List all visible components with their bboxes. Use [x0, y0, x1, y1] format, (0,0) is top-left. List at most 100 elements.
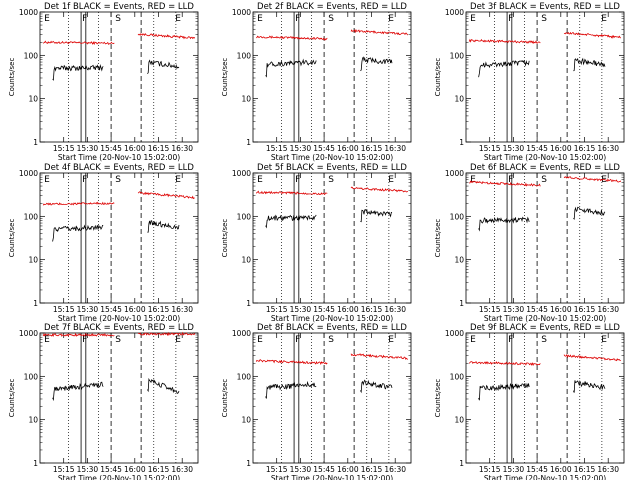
lld-series-line — [350, 353, 408, 360]
lld-series-line — [255, 190, 328, 196]
x-tick-label: 15:45 — [526, 144, 548, 153]
events-series-line — [265, 58, 317, 78]
events-series-line — [265, 380, 317, 399]
lld-series-line — [468, 361, 541, 367]
marker-label: F — [295, 335, 300, 345]
panel-title: Det 9f BLACK = Events, RED = LLD — [470, 323, 620, 333]
lld-series-line — [42, 40, 115, 46]
x-tick-label: 16:00 — [337, 305, 359, 314]
y-tick-label: 10 — [241, 256, 251, 265]
marker-label: E — [470, 175, 476, 185]
events-series-line — [573, 57, 606, 72]
panel-title: Det 5f BLACK = Events, RED = LLD — [257, 163, 407, 173]
marker-label: E — [470, 335, 476, 345]
x-tick-label: 16:15 — [361, 144, 383, 153]
y-tick-label: 1 — [246, 138, 251, 147]
y-tick-label: 1000 — [19, 8, 38, 17]
marker-label: E — [257, 335, 263, 345]
x-tick-label: 15:30 — [503, 144, 525, 153]
y-tick-label: 1000 — [19, 169, 38, 178]
events-series-line — [265, 214, 317, 229]
events-series-line — [360, 379, 393, 394]
x-axis-label: Start Time (20-Nov-10 15:02:00) — [58, 153, 180, 162]
events-series-line — [147, 59, 180, 75]
y-tick-label: 10 — [241, 416, 251, 425]
marker-label: E — [601, 175, 607, 185]
y-tick-label: 10 — [241, 95, 251, 104]
x-axis-label: Start Time (20-Nov-10 15:02:00) — [58, 314, 180, 323]
marker-label: S — [541, 175, 547, 185]
marker-label: E — [44, 175, 50, 185]
events-series-line — [478, 382, 530, 401]
x-tick-label: 16:30 — [384, 144, 406, 153]
detector-panel: Det 1f BLACK = Events, RED = LLD 1 10 100 10… — [8, 2, 199, 162]
y-axis-label: Counts/sec — [434, 58, 442, 97]
marker-label: S — [115, 175, 121, 185]
x-tick-label: 15:15 — [53, 465, 75, 474]
x-tick-label: 15:15 — [53, 305, 75, 314]
x-tick-label: 15:30 — [290, 305, 312, 314]
x-axis-label: Start Time (20-Nov-10 15:02:00) — [484, 474, 606, 480]
marker-label: S — [328, 14, 334, 24]
x-tick-label: 16:15 — [148, 144, 170, 153]
events-series-line — [573, 380, 606, 393]
y-tick-label: 100 — [24, 372, 39, 381]
events-series-line — [52, 381, 104, 402]
detector-panel: Det 6f BLACK = Events, RED = LLD 1 10 100 10… — [434, 163, 625, 323]
panel-title: Det 7f BLACK = Events, RED = LLD — [44, 323, 194, 333]
panel-title: Det 3f BLACK = Events, RED = LLD — [470, 2, 620, 12]
y-tick-label: 1 — [33, 138, 38, 147]
lld-series-line — [42, 332, 115, 338]
marker-label: S — [328, 175, 334, 185]
y-tick-label: 1000 — [445, 329, 464, 338]
lld-series-line — [255, 359, 328, 365]
x-tick-label: 15:15 — [479, 144, 501, 153]
x-tick-label: 16:30 — [384, 305, 406, 314]
marker-label: S — [115, 14, 121, 24]
y-tick-label: 10 — [28, 95, 38, 104]
x-tick-label: 16:00 — [550, 144, 572, 153]
x-tick-label: 15:30 — [503, 465, 525, 474]
y-tick-label: 1 — [246, 299, 251, 308]
x-tick-label: 15:15 — [266, 144, 288, 153]
marker-label: E — [175, 14, 181, 24]
y-tick-label: 1000 — [232, 329, 251, 338]
x-tick-label: 15:45 — [100, 465, 122, 474]
lld-series-line — [256, 35, 328, 41]
panel-title: Det 2f BLACK = Events, RED = LLD — [257, 2, 407, 12]
x-tick-label: 15:45 — [526, 465, 548, 474]
marker-label: F — [295, 175, 300, 185]
lld-series-line — [137, 32, 196, 40]
y-tick-label: 1000 — [445, 8, 464, 17]
x-tick-label: 15:30 — [290, 465, 312, 474]
lld-series-line — [138, 331, 196, 337]
x-tick-label: 15:45 — [313, 144, 335, 153]
x-axis-label: Start Time (20-Nov-10 15:02:00) — [271, 314, 393, 323]
x-tick-label: 16:15 — [361, 305, 383, 314]
x-tick-label: 16:00 — [124, 465, 146, 474]
events-series-line — [478, 216, 530, 232]
plot-frame — [252, 11, 412, 143]
x-tick-label: 16:30 — [171, 144, 193, 153]
marker-label: S — [541, 335, 547, 345]
detector-panel: Det 8f BLACK = Events, RED = LLD 1 10 100 10… — [221, 323, 412, 480]
y-tick-label: 1000 — [232, 169, 251, 178]
x-tick-label: 16:15 — [574, 144, 596, 153]
y-tick-label: 10 — [28, 416, 38, 425]
lld-series-line — [137, 191, 195, 200]
events-series-line — [147, 220, 180, 233]
x-tick-label: 16:15 — [148, 465, 170, 474]
plot-frame — [465, 332, 625, 464]
marker-label: F — [508, 175, 513, 185]
y-tick-label: 100 — [24, 51, 39, 60]
lld-series-line — [350, 28, 409, 36]
x-tick-label: 15:45 — [100, 305, 122, 314]
detector-panel: Det 5f BLACK = Events, RED = LLD 1 10 100 10… — [221, 163, 412, 323]
plot-frame — [39, 172, 199, 304]
marker-label: E — [470, 14, 476, 24]
panel-title: Det 4f BLACK = Events, RED = LLD — [44, 163, 194, 173]
y-tick-label: 100 — [24, 212, 39, 221]
panel-title: Det 8f BLACK = Events, RED = LLD — [257, 323, 407, 333]
x-axis-label: Start Time (20-Nov-10 15:02:00) — [271, 153, 393, 162]
x-tick-label: 15:45 — [313, 465, 335, 474]
